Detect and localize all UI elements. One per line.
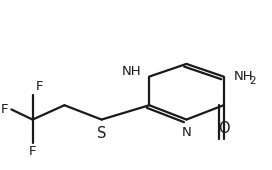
Text: N: N: [182, 126, 191, 139]
Text: O: O: [218, 121, 229, 136]
Text: NH: NH: [234, 70, 254, 83]
Text: NH: NH: [122, 65, 141, 78]
Text: 2: 2: [249, 76, 255, 86]
Text: F: F: [1, 103, 9, 116]
Text: F: F: [29, 145, 36, 158]
Text: S: S: [97, 126, 106, 141]
Text: F: F: [35, 80, 43, 94]
